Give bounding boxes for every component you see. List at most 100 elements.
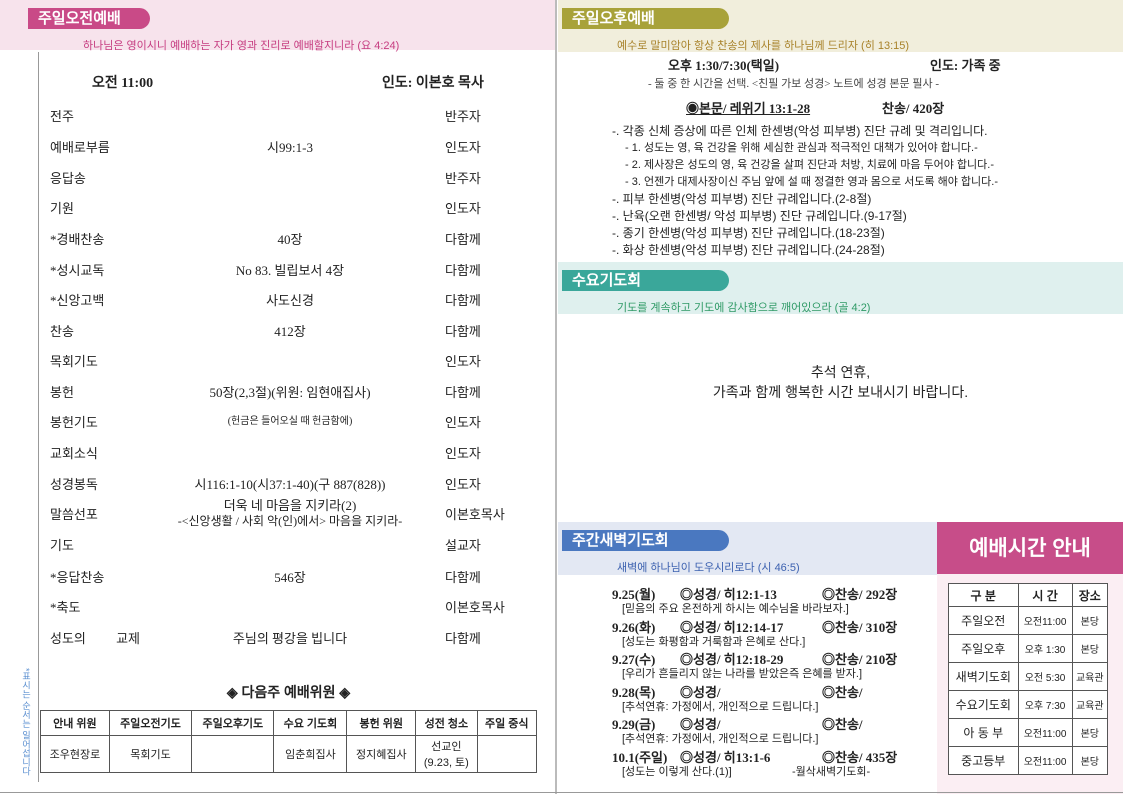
order-by: 다함께 <box>445 631 481 646</box>
line: -. 화상 한센병(악성 피부병) 진단 규례입니다.(24-28절) <box>612 243 885 257</box>
rule <box>38 52 39 782</box>
band <box>937 522 1123 574</box>
rule <box>0 792 1123 793</box>
text: ◎성경/ 히12:14-17 <box>680 619 784 635</box>
td-cell: 오전11:00 <box>1023 757 1067 768</box>
order-by: 인도자 <box>445 477 481 492</box>
order-by: 인도자 <box>445 140 481 155</box>
line: -. 피부 한센병(악성 피부병) 진단 규례입니다.(2-8절) <box>612 192 872 206</box>
line: - 3. 언젠가 대제사장이신 주님 앞에 설 때 정결한 영과 몸으로 서도록… <box>625 176 999 188</box>
time: 오전 11:00 <box>92 76 154 91</box>
order-item: 교회소식 <box>50 446 98 461</box>
order-item: 말씀선포 <box>50 507 98 522</box>
td-cell: 교육관 <box>1075 673 1104 684</box>
order-content: 40장 <box>277 232 303 247</box>
verse: 예수로 말미암아 항상 찬송의 제사를 하나님께 드리자 (히 13:15) <box>617 40 910 52</box>
order-item: 기원 <box>50 201 74 216</box>
section-title: 주일오후예배 <box>562 8 729 29</box>
order-content: 412장 <box>274 324 306 339</box>
order-item: 목회기도 <box>50 354 98 369</box>
order-item: 응답송 <box>50 171 86 186</box>
order-item: *성시교독 <box>50 263 105 278</box>
th-cell: 봉헌 위원 <box>359 718 404 730</box>
th-cell: 시 간 <box>1032 588 1058 603</box>
hymn: ◎찬송/ 310장 <box>822 619 898 635</box>
th-cell: 장소 <box>1078 588 1101 603</box>
td-cell: 임춘희집사 <box>285 749 336 761</box>
line: - 1. 성도는 영, 육 건강을 위해 세심한 관심과 적극적인 대책가 있어… <box>625 142 978 154</box>
note: [우리가 흔들리지 않는 나라를 받았은즉 은혜를 받자.] <box>622 668 863 680</box>
td-cell: 본당 <box>1080 617 1099 628</box>
order-by: 다함께 <box>445 263 481 278</box>
order-by: 반주자 <box>445 109 481 124</box>
hymn: 찬송/ 420장 <box>882 101 945 116</box>
hymn: ◎찬송/ 435장 <box>822 749 898 765</box>
order-item: *신앙고백 <box>50 293 105 308</box>
order-content: 546장 <box>274 570 306 585</box>
leader: 인도: 이본호 목사 <box>382 76 484 91</box>
schedule-title: 예배시간 안내 <box>969 537 1091 560</box>
message: 추석 연휴, <box>810 364 871 380</box>
td-cell: 주일오전 <box>961 614 1006 628</box>
order-content: -<신앙생활 / 사회 악(인)에서> 마음을 지키라- <box>177 514 403 528</box>
order-by: 다함께 <box>445 293 481 308</box>
order-by: 다함께 <box>445 232 481 247</box>
td-cell: 목회기도 <box>130 749 171 761</box>
th-cell: 성전 청소 <box>424 718 469 730</box>
note: [추석연휴: 가정에서, 개인적으로 드립니다.] <box>622 700 819 713</box>
note: [추석연휴: 가정에서, 개인적으로 드립니다.] <box>622 733 819 745</box>
line: -. 종기 한센병(악성 피부병) 진단 규례입니다.(18-23절) <box>612 226 885 240</box>
next-title: ◈ 다음주 예배위원 ◈ <box>226 684 351 700</box>
td-cell: 본당 <box>1080 757 1099 768</box>
line: - 2. 제사장은 성도의 영, 육 건강을 살펴 진단과 처방, 치료에 마음… <box>625 159 994 171</box>
text: ◎성경/ 히13:1-6 <box>680 749 771 765</box>
text: ◎성경/ <box>680 684 721 700</box>
order-item: 성도의 교제 <box>50 631 140 646</box>
order-content: 더욱 네 마음을 지키라(2) <box>223 498 357 513</box>
td-cell: 오전11:00 <box>1023 729 1067 740</box>
td-cell: 선교인 <box>431 741 462 753</box>
order-content: 50장(2,3절)(위원: 임현애집사) <box>209 385 371 400</box>
date: 9.25(월) <box>612 587 656 602</box>
order-item: 봉헌기도 <box>50 415 98 430</box>
date: 9.28(목) <box>612 684 656 700</box>
order-content: 주님의 평강을 빕니다 <box>232 631 348 646</box>
td-cell: 주일오후 <box>961 642 1006 656</box>
message: 가족과 함께 행복한 시간 보내시기 바랍니다. <box>712 384 969 400</box>
order-content: 사도신경 <box>266 293 314 308</box>
td-cell: 오후 1:30 <box>1024 645 1066 656</box>
order-item: 예배로부름 <box>50 140 110 155</box>
order-content: No 83. 빌립보서 4장 <box>235 263 345 278</box>
order-by: 인도자 <box>445 354 481 369</box>
th-cell: 주일 중식 <box>484 718 529 730</box>
td-cell: 본당 <box>1080 645 1099 656</box>
order-content: (헌금은 들어오실 때 헌금함에) <box>227 416 353 427</box>
th-cell: 안내 위원 <box>53 718 97 730</box>
date: 10.1(주일) <box>612 749 668 765</box>
th-cell: 구 분 <box>970 588 996 603</box>
divider <box>555 0 557 794</box>
order-by: 다함께 <box>445 324 481 339</box>
order-by: 이본호목사 <box>445 507 505 522</box>
section-title: 수요기도회 <box>562 270 729 291</box>
th-cell: 주일오전기도 <box>120 718 181 730</box>
note: [성도는 화평함과 거룩함과 은혜로 산다.] <box>622 635 806 648</box>
order-by: 이본호목사 <box>445 600 505 615</box>
order-content: 시116:1-10(시37:1-40)(구 887(828)) <box>194 477 386 492</box>
th-cell: 주일오후기도 <box>202 718 264 730</box>
order-by: 인도자 <box>445 201 481 216</box>
committee-table: 안내 위원 주일오전기도 주일오후기도 수요 기도회 봉헌 위원 성전 청소 주일 중식 조우… <box>40 710 538 773</box>
section-title: 주일오전예배 <box>28 8 150 29</box>
leader: 인도: 가족 중 <box>930 58 1001 73</box>
td-cell: 오후 7:30 <box>1024 701 1066 712</box>
section-title: 주간새벽기도회 <box>562 530 729 551</box>
order-item: 전주 <box>50 109 74 124</box>
note: [성도는 이렇게 산다.(1)] <box>622 765 732 778</box>
order-by: 다함께 <box>445 385 481 400</box>
td-cell: 정지혜집사 <box>355 749 407 761</box>
order-content: 시99:1-3 <box>267 140 313 155</box>
td-cell: 수요기도회 <box>955 698 1011 712</box>
td-cell: 새벽기도회 <box>955 670 1011 684</box>
